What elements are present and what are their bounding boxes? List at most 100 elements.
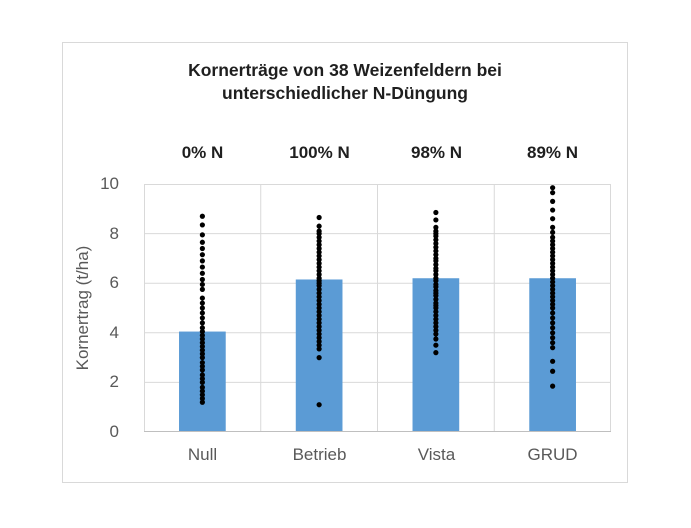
category-label-vista: Vista [417, 445, 456, 464]
plot-area-svg [144, 184, 611, 432]
scatter-point-grud [550, 198, 556, 204]
scatter-point-null [199, 336, 205, 342]
y-tick-8: 8 [109, 224, 119, 243]
scatter-point-null [199, 328, 205, 335]
scatter-point-null [199, 367, 205, 373]
scatter-point-grud [550, 242, 556, 248]
y-tick-0: 0 [109, 422, 119, 441]
scatter-point-betrieb [316, 268, 322, 274]
scatter-point-betrieb [316, 335, 322, 341]
scatter-point-null [199, 264, 205, 270]
scatter-point-null [199, 252, 205, 258]
scatter-point-betrieb [316, 294, 322, 300]
scatter-point-null [199, 232, 205, 238]
scatter-point-vista [433, 300, 439, 306]
annotation-betrieb: 100% N [289, 143, 350, 162]
scatter-point-betrieb [316, 275, 322, 281]
scatter-point-grud [550, 229, 556, 235]
scatter-point-vista [433, 342, 439, 348]
scatter-point-vista [433, 217, 439, 223]
y-axis-title: Kornertrag (t/ha) [73, 245, 92, 371]
scatter-point-vista [433, 265, 439, 271]
scatter-point-null [199, 332, 205, 338]
scatter-point-betrieb [316, 249, 322, 255]
annotation-vista: 98% N [410, 143, 463, 162]
scatter-point-null [199, 351, 205, 357]
scatter-point-grud [550, 275, 556, 281]
scatter-point-betrieb [316, 260, 322, 266]
scatter-point-grud [550, 335, 556, 341]
scatter-point-betrieb [316, 402, 322, 408]
annotation-null: 0% N [181, 143, 224, 162]
y-tick-2: 2 [109, 372, 119, 391]
scatter-point-vista [433, 255, 439, 261]
scatter-point-grud [550, 345, 556, 351]
scatter-point-null [199, 372, 205, 378]
scatter-point-grud [550, 368, 556, 374]
scatter-point-betrieb [316, 223, 322, 229]
scatter-point-vista [433, 331, 439, 337]
scatter-point-grud [550, 224, 556, 230]
scatter-point-grud [550, 310, 556, 316]
scatter-point-null [199, 315, 205, 321]
scatter-point-vista [433, 271, 439, 278]
scatter-point-null [199, 213, 205, 219]
scatter-point-vista [433, 262, 439, 268]
scatter-point-null [199, 325, 205, 331]
scatter-point-null [199, 258, 205, 264]
scatter-point-vista [433, 244, 439, 250]
scatter-point-null [199, 355, 205, 361]
scatter-point-grud [550, 245, 556, 252]
scatter-point-null [199, 222, 205, 228]
scatter-point-null [199, 363, 205, 369]
chart-title: Kornerträge von 38 Weizenfeldern bei unt… [63, 59, 627, 105]
scatter-point-betrieb [316, 324, 322, 330]
scatter-point-grud [550, 238, 556, 244]
scatter-point-null [199, 347, 205, 353]
chart-title-line-2: unterschiedlicher N-Düngung [222, 83, 468, 103]
scatter-point-vista [433, 237, 439, 243]
scatter-point-grud [550, 207, 556, 213]
scatter-point-null [199, 286, 205, 292]
scatter-point-betrieb [316, 342, 322, 348]
scatter-point-betrieb [316, 257, 322, 263]
scatter-point-grud [550, 383, 556, 389]
scatter-point-betrieb [316, 242, 322, 248]
scatter-point-vista [433, 275, 439, 281]
scatter-point-null [199, 395, 205, 402]
scatter-point-null [199, 340, 205, 346]
y-tick-6: 6 [109, 273, 119, 292]
category-label-grud: GRUD [527, 445, 578, 464]
scatter-point-grud [550, 358, 556, 364]
scatter-point-betrieb [316, 228, 322, 234]
scatter-point-betrieb [316, 238, 322, 244]
scatter-point-grud [550, 330, 556, 336]
scatter-point-vista [433, 316, 439, 322]
scatter-point-betrieb [316, 290, 322, 296]
scatter-point-grud [550, 315, 556, 321]
scatter-point-null [199, 305, 205, 311]
scatter-point-vista [433, 320, 439, 326]
scatter-point-grud [550, 260, 556, 266]
scatter-point-grud [550, 185, 556, 191]
scatter-point-grud [550, 190, 556, 196]
scatter-point-grud [550, 216, 556, 222]
scatter-point-betrieb [316, 245, 322, 252]
scatter-point-vista [433, 252, 439, 258]
scatter-point-betrieb [316, 297, 322, 304]
scatter-point-vista [433, 309, 439, 315]
scatter-point-null [199, 376, 205, 382]
scatter-point-betrieb [316, 346, 322, 352]
chart-title-line-1: Kornerträge von 38 Weizenfeldern bei [188, 60, 502, 80]
scatter-point-betrieb [316, 355, 322, 361]
scatter-point-null [199, 399, 205, 405]
scatter-point-vista [433, 209, 439, 216]
scatter-point-betrieb [316, 320, 322, 326]
scatter-point-betrieb [316, 271, 322, 278]
scatter-point-betrieb [316, 312, 322, 319]
scatter-point-grud [550, 264, 556, 270]
scatter-point-null [199, 384, 205, 390]
scatter-point-null [199, 320, 205, 326]
scatter-point-null [199, 295, 205, 301]
